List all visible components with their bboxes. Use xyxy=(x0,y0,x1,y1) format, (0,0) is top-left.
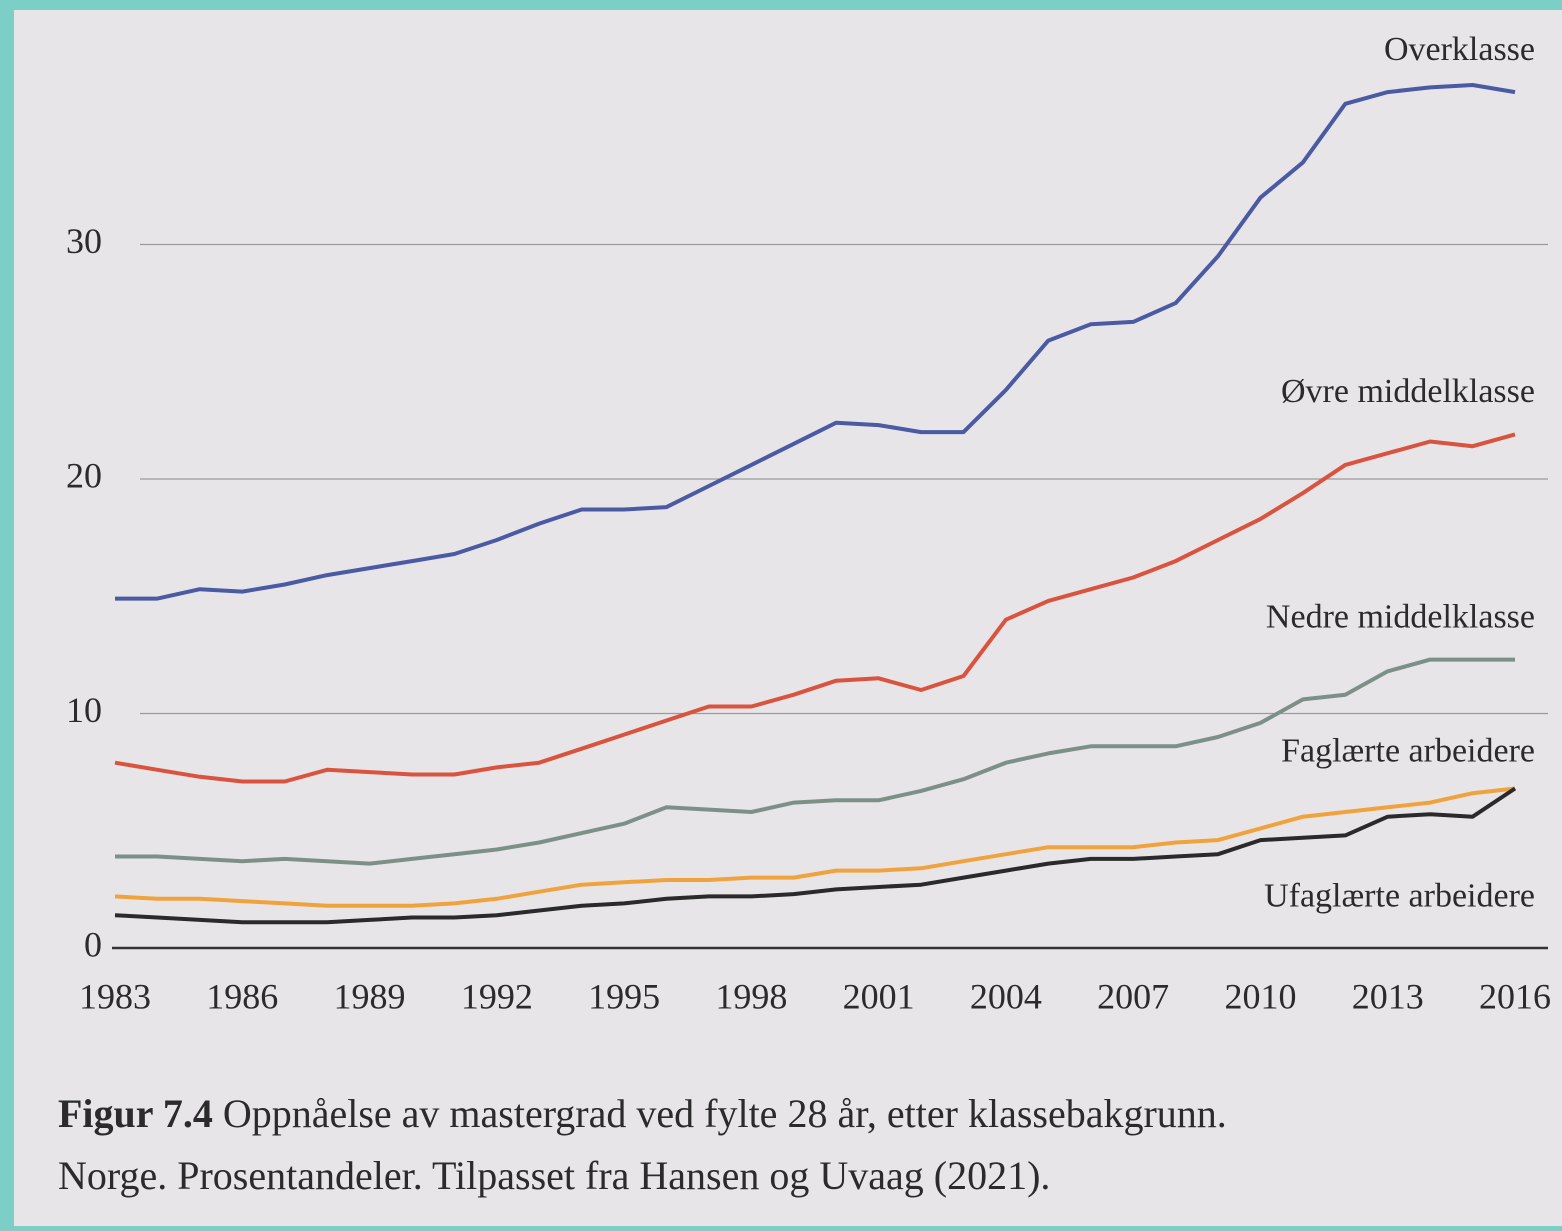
x-tick-label: 1983 xyxy=(79,976,151,1016)
x-tick-label: 1995 xyxy=(588,976,660,1016)
caption-line-1: Figur 7.4 Oppnåelse av mastergrad ved fy… xyxy=(58,1091,1227,1136)
series-label: Øvre middelklasse xyxy=(1281,373,1535,410)
x-tick-label: 2016 xyxy=(1479,976,1551,1016)
series-line xyxy=(114,786,1516,908)
x-tick-label: 2007 xyxy=(1097,976,1169,1016)
series-line xyxy=(115,657,1515,866)
figure-label: Figur 7.4 xyxy=(58,1091,213,1136)
caption-line-2: Norge. Prosentandeler. Tilpasset fra Han… xyxy=(58,1153,1050,1198)
series-label: Ufaglærte arbeidere xyxy=(1264,877,1535,914)
x-tick-label: 1986 xyxy=(206,976,278,1016)
series-label: Nedre middelklasse xyxy=(1266,598,1535,635)
y-tick-label: 10 xyxy=(66,690,102,730)
x-tick-label: 2004 xyxy=(970,976,1042,1016)
x-tick-label: 2001 xyxy=(843,976,915,1016)
x-tick-label: 1998 xyxy=(715,976,787,1016)
page-background xyxy=(14,10,1562,1226)
series-line xyxy=(114,786,1517,925)
series-label: Overklasse xyxy=(1384,31,1535,68)
y-tick-label: 30 xyxy=(66,221,102,261)
x-tick-label: 2013 xyxy=(1352,976,1424,1016)
x-tick-label: 2010 xyxy=(1224,976,1296,1016)
x-tick-label: 1992 xyxy=(461,976,533,1016)
y-tick-label: 20 xyxy=(66,455,102,495)
caption: Oppnåelse av mastergrad ved fylte 28 år,… xyxy=(223,1091,1227,1136)
y-tick-label: 0 xyxy=(84,924,102,964)
x-tick-label: 1989 xyxy=(334,976,406,1016)
series-line xyxy=(115,83,1516,601)
series-line xyxy=(114,432,1516,784)
series-label: Faglærte arbeidere xyxy=(1281,732,1535,769)
